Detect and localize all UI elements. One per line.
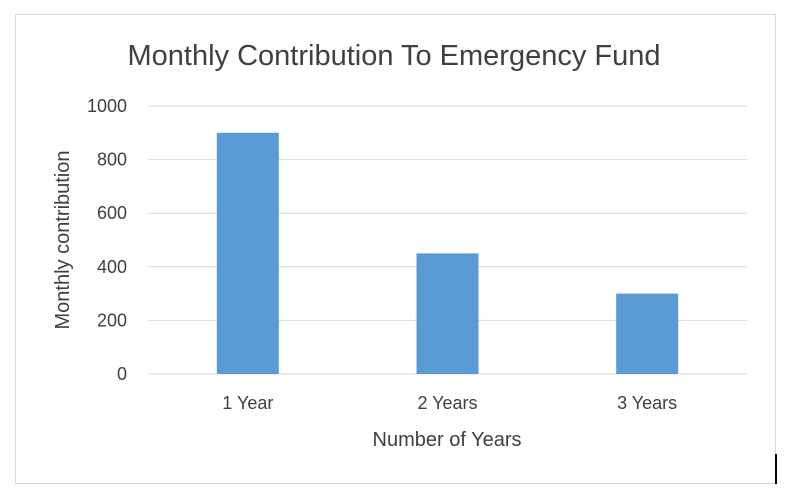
x-tick-label: 3 Years xyxy=(617,393,677,413)
y-tick-label: 200 xyxy=(97,310,127,330)
chart-title: Monthly Contribution To Emergency Fund xyxy=(127,40,660,72)
y-tick-label: 600 xyxy=(97,203,127,223)
bar xyxy=(616,293,679,374)
y-tick-label: 0 xyxy=(117,364,127,384)
bars xyxy=(216,132,679,374)
x-tick-label: 2 Years xyxy=(417,393,477,413)
y-tick-label: 400 xyxy=(97,257,127,277)
frame-edge-mark xyxy=(775,454,777,484)
y-tick-label: 800 xyxy=(97,150,127,170)
y-axis-title: Monthly contribution xyxy=(52,151,74,330)
chart-frame xyxy=(15,14,776,484)
x-tick-label: 1 Year xyxy=(222,393,273,413)
y-axis-ticks: 0 200 400 600 800 1000 xyxy=(87,96,127,384)
bar xyxy=(216,132,279,374)
y-tick-label: 1000 xyxy=(87,96,127,116)
bar xyxy=(416,253,479,374)
x-axis-ticks: 1 Year 2 Years 3 Years xyxy=(222,393,677,413)
x-axis-title: Number of Years xyxy=(373,429,522,451)
